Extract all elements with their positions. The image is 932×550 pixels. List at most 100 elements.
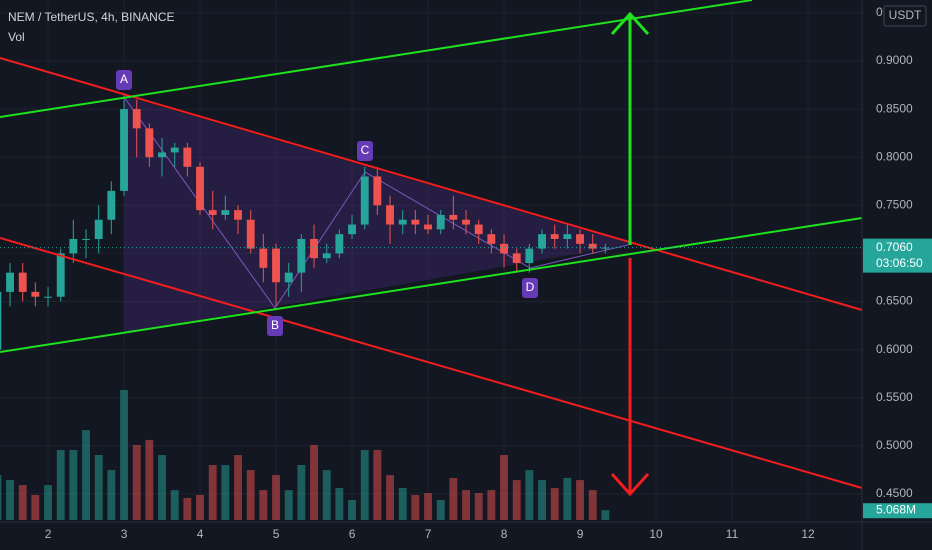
candle-body — [588, 243, 597, 249]
volume-bar — [272, 475, 280, 520]
volume-bar — [132, 444, 141, 520]
volume-bar — [538, 480, 546, 520]
candle-body — [284, 272, 293, 283]
volume-bar — [208, 465, 217, 520]
arrow-head — [610, 472, 650, 497]
volume-bar — [411, 494, 420, 520]
volume-bar — [69, 449, 78, 520]
candle-body — [512, 253, 521, 264]
candle-body — [462, 219, 470, 225]
volume-bar — [246, 470, 255, 520]
volume-bar — [259, 490, 268, 520]
volume-bar — [221, 465, 230, 520]
volume-bar — [348, 499, 356, 520]
annotation-box — [357, 141, 373, 161]
annotation-box — [267, 316, 283, 336]
volume-bar — [588, 490, 597, 520]
y-tick-label: 0.8500 — [876, 101, 913, 115]
y-tick-label: 0.6500 — [876, 294, 913, 308]
candle-body — [132, 109, 141, 129]
volume-bar — [107, 470, 116, 520]
candle-body — [436, 214, 445, 230]
countdown: 03:06:50 — [876, 256, 923, 270]
x-tick-label: 3 — [121, 527, 128, 541]
candle-body — [449, 214, 458, 220]
volume-bar — [436, 499, 445, 520]
last-price-badge — [863, 238, 932, 273]
candle-body — [500, 243, 508, 254]
candle-body — [120, 109, 128, 191]
volume-bar — [234, 455, 242, 520]
candle-body — [158, 152, 166, 158]
trend-line — [0, 217, 863, 353]
candle-body — [322, 253, 331, 259]
axes: 0.45000.50000.55000.60000.65000.70000.75… — [0, 5, 932, 541]
volume-bar — [310, 444, 318, 520]
candle-body — [145, 128, 154, 158]
x-tick-label: 2 — [45, 527, 52, 541]
candle-body — [0, 291, 2, 350]
currency: USDT — [889, 8, 922, 22]
volume-bar — [424, 493, 432, 520]
candle-body — [550, 234, 559, 239]
volume-bar — [94, 455, 103, 520]
trend-line — [0, 57, 863, 311]
volume-bar — [56, 449, 65, 520]
volume-bar — [158, 455, 166, 520]
annotation-box — [116, 70, 132, 90]
y-tick-label: 0.4500 — [876, 486, 913, 500]
volume-bar — [525, 470, 534, 520]
candle-body — [398, 219, 407, 225]
volume-bar — [145, 439, 154, 520]
last-price-label: 0.7060 — [876, 240, 913, 254]
annotation: A — [120, 72, 128, 86]
y-tick-label: 0.7500 — [876, 197, 913, 211]
candle-body — [94, 219, 103, 239]
volume-bar — [183, 498, 192, 520]
candle-body — [56, 253, 65, 297]
candle-body — [107, 190, 116, 220]
volume-bar — [373, 449, 382, 520]
volume-bar — [6, 480, 14, 520]
candle-body — [386, 205, 394, 225]
volume-bar — [18, 485, 27, 520]
volume-bar — [82, 430, 90, 520]
chart-title: NEM / TetherUS, 4h, BINANCE — [8, 10, 175, 24]
candle-body — [310, 238, 318, 259]
candle-body — [348, 224, 356, 235]
volume-bar — [398, 487, 407, 520]
candle-body — [563, 234, 572, 239]
candle-body — [335, 234, 344, 254]
volume-bar — [44, 485, 52, 520]
x-tick-label: 7 — [425, 527, 432, 541]
x-tick-label: 11 — [726, 527, 739, 541]
candle-body — [69, 238, 78, 254]
annotation: B — [271, 318, 279, 332]
x-tick-label: 9 — [577, 527, 584, 541]
annotation: D — [526, 280, 535, 294]
candle-body — [474, 224, 483, 235]
candle-body — [221, 210, 230, 215]
candle-body — [360, 176, 369, 225]
x-tick-label: 4 — [197, 527, 204, 541]
volume-bar — [0, 475, 2, 520]
candle-body — [183, 147, 192, 167]
y-tick-label: 0.6000 — [876, 342, 913, 356]
x-tick-label: 6 — [349, 527, 356, 541]
volume-bar — [601, 510, 610, 520]
candle-body — [44, 296, 52, 298]
candle-body — [487, 234, 496, 244]
volume-bar — [462, 490, 470, 520]
candle-body — [525, 248, 534, 264]
annotation: C — [361, 143, 370, 157]
candle-body — [297, 238, 306, 273]
annotation-box — [522, 278, 538, 298]
volume-bar — [500, 455, 508, 520]
volume-bar — [170, 490, 179, 520]
candle-body — [373, 176, 382, 206]
volume-bar — [512, 480, 521, 520]
volume-label: 5.068M — [876, 502, 916, 516]
y-tick-label: 0.5500 — [876, 390, 913, 404]
